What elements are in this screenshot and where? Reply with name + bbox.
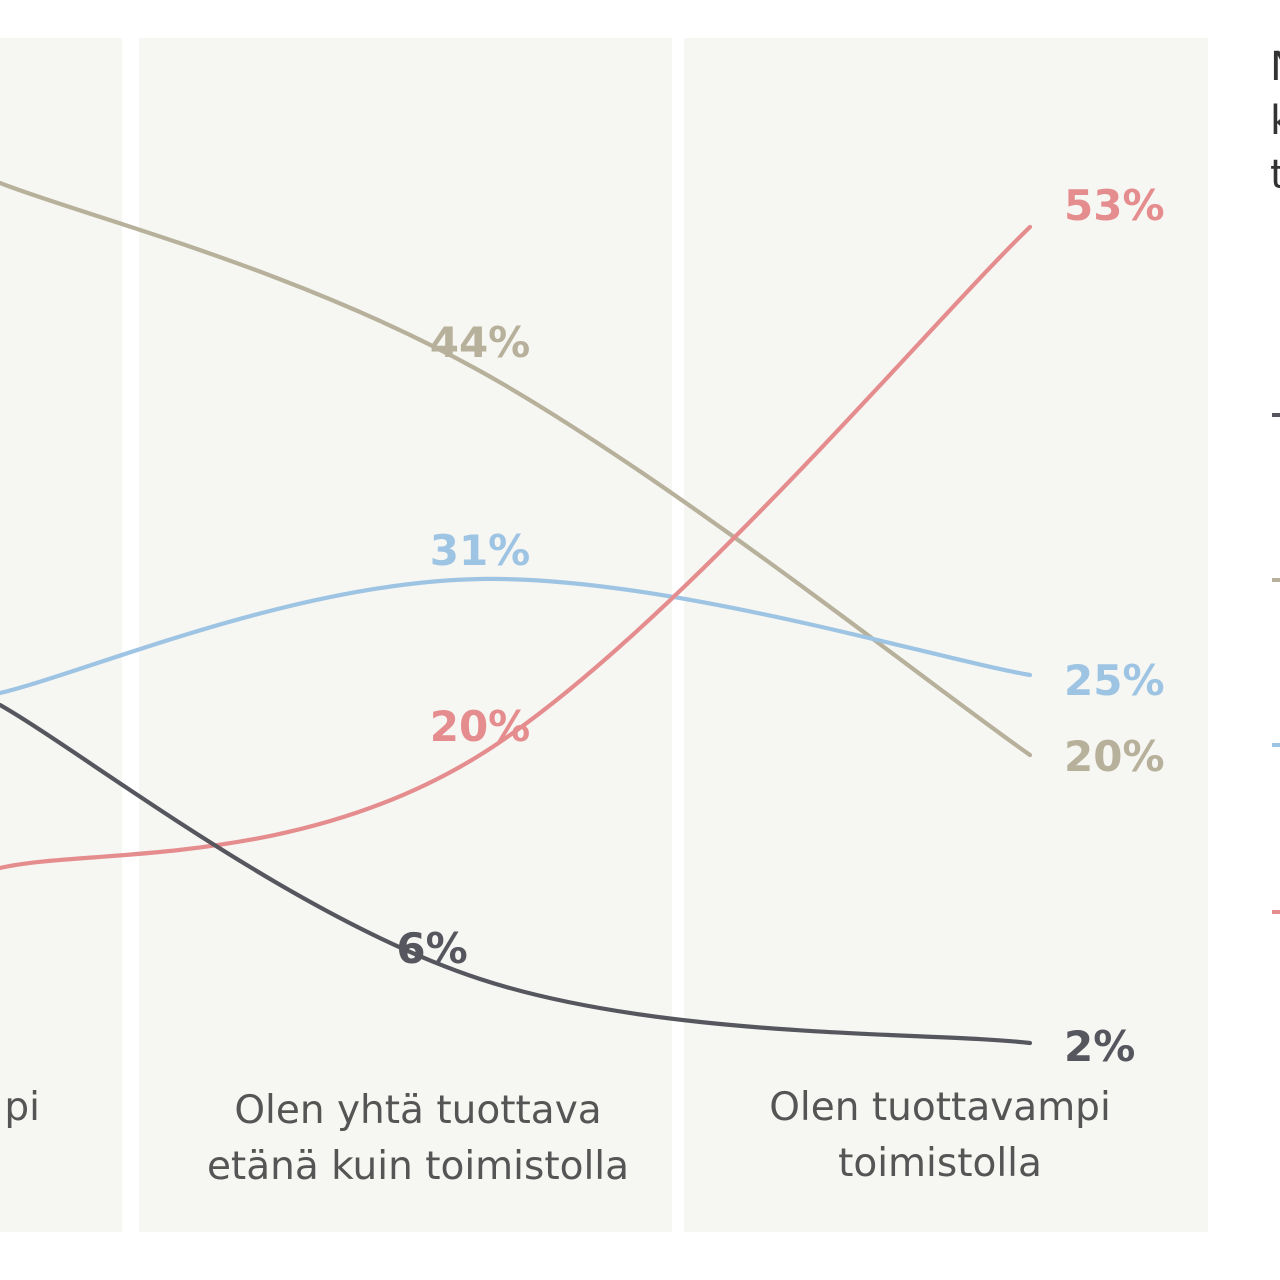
category-label-1-line-1: pi: [4, 1085, 40, 1130]
value-label-s4-p2: 6%: [396, 924, 467, 973]
value-label-s2-p3: 25%: [1064, 656, 1165, 705]
value-label-s2-p2: 31%: [430, 526, 531, 575]
series-line-1: [0, 180, 1033, 758]
category-label-2-line-1: Olen yhtä tuottava: [234, 1088, 601, 1133]
series-line-4: [0, 702, 1033, 1046]
value-label-s1-p2: 44%: [430, 318, 531, 367]
column-panel-1: [0, 38, 122, 1232]
series-line-3: [0, 224, 1033, 871]
category-label-2-line-2: etänä kuin toimistolla: [207, 1144, 629, 1189]
category-label-3-line-1: Olen tuottavampi: [769, 1085, 1111, 1130]
value-labels: 44% 20% 31% 25% 20% 53% 6% 2%: [396, 181, 1164, 1071]
series-lines: [0, 180, 1033, 1046]
value-label-s3-p2: 20%: [430, 702, 531, 751]
category-label-3-line-2: toimistolla: [838, 1141, 1042, 1186]
legend-text-line-1: N: [1270, 44, 1280, 90]
column-panel-2: [139, 38, 672, 1232]
value-label-s4-p3: 2%: [1064, 1022, 1135, 1071]
legend-text-line-2: k: [1270, 98, 1280, 144]
value-label-s1-p3: 20%: [1064, 732, 1165, 781]
column-panel-3: [684, 38, 1208, 1232]
column-panels: [0, 38, 1208, 1232]
value-label-s3-p3: 53%: [1064, 181, 1165, 230]
category-labels: pi Olen yhtä tuottava etänä kuin toimistol…: [4, 1085, 1110, 1189]
legend-marks: [1272, 413, 1280, 914]
legend: N k t: [1270, 44, 1280, 914]
series-line-2: [0, 576, 1033, 696]
legend-text-line-3: t: [1270, 152, 1280, 198]
